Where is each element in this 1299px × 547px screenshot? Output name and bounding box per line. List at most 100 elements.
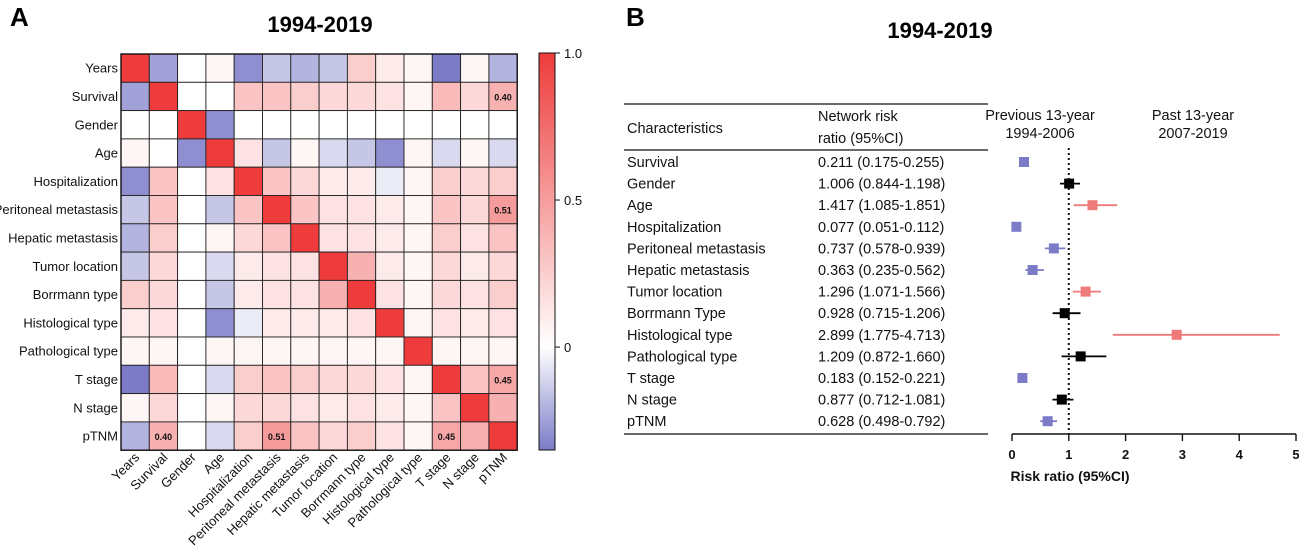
heatmap-cell bbox=[120, 336, 150, 366]
heatmap-cell bbox=[431, 223, 462, 253]
heatmap-cell bbox=[346, 223, 377, 253]
heatmap-cell bbox=[460, 138, 490, 168]
forest-point-estimate bbox=[1018, 157, 1029, 167]
colorbar-tick-label: 0 bbox=[564, 340, 571, 355]
heatmap-cell bbox=[403, 336, 433, 366]
heatmap-cell bbox=[318, 308, 348, 338]
heatmap-cell bbox=[460, 364, 490, 395]
forest-row-ratio: 2.899 (1.775-4.713) bbox=[818, 328, 945, 344]
heatmap-cell-value: 0.51 bbox=[494, 206, 512, 216]
colorbar: 1.0 0.5 0 bbox=[538, 46, 582, 451]
heatmap-cell bbox=[177, 138, 207, 168]
heatmap-cell bbox=[403, 364, 433, 395]
left-group-line2: 1994-2006 bbox=[1005, 126, 1074, 142]
heatmap-cell bbox=[403, 393, 433, 423]
heatmap-cell bbox=[177, 336, 207, 366]
heatmap-cell bbox=[233, 81, 263, 112]
heatmap-cell bbox=[148, 336, 179, 366]
heatmap-cell bbox=[177, 364, 207, 395]
forest-title: 1994-2019 bbox=[887, 18, 992, 43]
heatmap-cell bbox=[460, 279, 490, 310]
forest-header: Characteristics Network risk ratio (95%C… bbox=[624, 103, 1234, 151]
heatmap-cell bbox=[205, 421, 235, 451]
heatmap-cell bbox=[375, 110, 405, 140]
heatmap-cell bbox=[488, 421, 518, 451]
heatmap-cell bbox=[460, 421, 490, 451]
heatmap-cell-value: 0.40 bbox=[155, 432, 173, 442]
heatmap-cell bbox=[177, 195, 207, 225]
heatmap-cell bbox=[120, 421, 150, 451]
heatmap-cell bbox=[488, 279, 518, 310]
heatmap-cell bbox=[346, 110, 377, 140]
heatmap-cell bbox=[488, 393, 518, 423]
forest-row-ratio: 0.363 (0.235-0.562) bbox=[818, 263, 945, 279]
heatmap-cell bbox=[233, 279, 263, 310]
heatmap-cell bbox=[375, 336, 405, 366]
heatmap-cell bbox=[290, 53, 320, 83]
heatmap-cell bbox=[318, 393, 348, 423]
heatmap-cell bbox=[375, 364, 405, 395]
panel-b-letter: B bbox=[626, 2, 645, 32]
heatmap-row-label: T stage bbox=[75, 372, 118, 387]
heatmap-cell bbox=[177, 421, 207, 451]
heatmap-cell bbox=[346, 364, 377, 395]
heatmap-cell bbox=[233, 223, 263, 253]
right-group-line2: 2007-2019 bbox=[1158, 126, 1227, 142]
forest-row-ratio: 0.183 (0.152-0.221) bbox=[818, 371, 945, 387]
heatmap-cell bbox=[375, 308, 405, 338]
heatmap-cell bbox=[318, 336, 348, 366]
left-group-line1: Previous 13-year bbox=[985, 108, 1095, 124]
heatmap-cell-value: 0.51 bbox=[268, 432, 286, 442]
forest-row-label: Peritoneal metastasis bbox=[627, 241, 766, 257]
forest-row-ratio: 1.296 (1.071-1.566) bbox=[818, 285, 945, 301]
heatmap-row-label: Tumor location bbox=[33, 259, 119, 274]
heatmap-cell bbox=[460, 308, 490, 338]
heatmap-cell bbox=[233, 251, 263, 281]
heatmap-cell bbox=[205, 393, 235, 423]
heatmap-cell bbox=[403, 279, 433, 310]
heatmap-cell bbox=[262, 166, 292, 196]
forest-plot: Survival 0.211 (0.175-0.255) Gender 1.006 (… bbox=[624, 148, 1299, 462]
heatmap-cell bbox=[233, 308, 263, 338]
heatmap-cell bbox=[460, 393, 490, 423]
heatmap-cell bbox=[431, 110, 462, 140]
heatmap-cell-value: 0.40 bbox=[494, 92, 512, 102]
heatmap-row-label: Hospitalization bbox=[33, 174, 118, 189]
forest-row-label: Pathological type bbox=[627, 349, 737, 365]
forest-point-estimate bbox=[1080, 286, 1091, 297]
heatmap-cell bbox=[177, 110, 207, 140]
forest-row-ratio: 0.877 (0.712-1.081) bbox=[818, 393, 945, 409]
heatmap-cell bbox=[460, 251, 490, 281]
heatmap-cell-value: 0.45 bbox=[438, 432, 456, 442]
forest-point-estimate bbox=[1075, 351, 1086, 362]
heatmap-cell bbox=[148, 53, 179, 83]
heatmap-cell bbox=[460, 336, 490, 366]
forest-x-tick-label: 0 bbox=[1008, 447, 1015, 462]
forest-point-estimate bbox=[1017, 373, 1028, 383]
heatmap-cell bbox=[403, 251, 433, 281]
heatmap-cell bbox=[318, 53, 348, 83]
heatmap-row-label: Survival bbox=[72, 89, 118, 104]
heatmap-cell bbox=[262, 251, 292, 281]
heatmap-cell bbox=[346, 81, 377, 112]
heatmap-cell bbox=[375, 166, 405, 196]
heatmap-cell bbox=[148, 251, 179, 281]
heatmap-cell bbox=[346, 195, 377, 225]
forest-point-estimate bbox=[1048, 243, 1059, 254]
heatmap-cell bbox=[177, 279, 207, 310]
forest-row-ratio: 1.209 (0.872-1.660) bbox=[818, 349, 945, 365]
heatmap-cell bbox=[120, 138, 150, 168]
heatmap-cell bbox=[148, 138, 179, 168]
heatmap-cell bbox=[375, 195, 405, 225]
heatmap-cell bbox=[403, 110, 433, 140]
heatmap-cell bbox=[290, 421, 320, 451]
heatmap-cell bbox=[431, 251, 462, 281]
heatmap-cell bbox=[346, 336, 377, 366]
right-group-line1: Past 13-year bbox=[1152, 108, 1234, 124]
heatmap-cell bbox=[205, 308, 235, 338]
heatmap-cell bbox=[346, 166, 377, 196]
heatmap-cell bbox=[120, 223, 150, 253]
forest-row-label: N stage bbox=[627, 393, 677, 409]
heatmap-cell bbox=[290, 393, 320, 423]
